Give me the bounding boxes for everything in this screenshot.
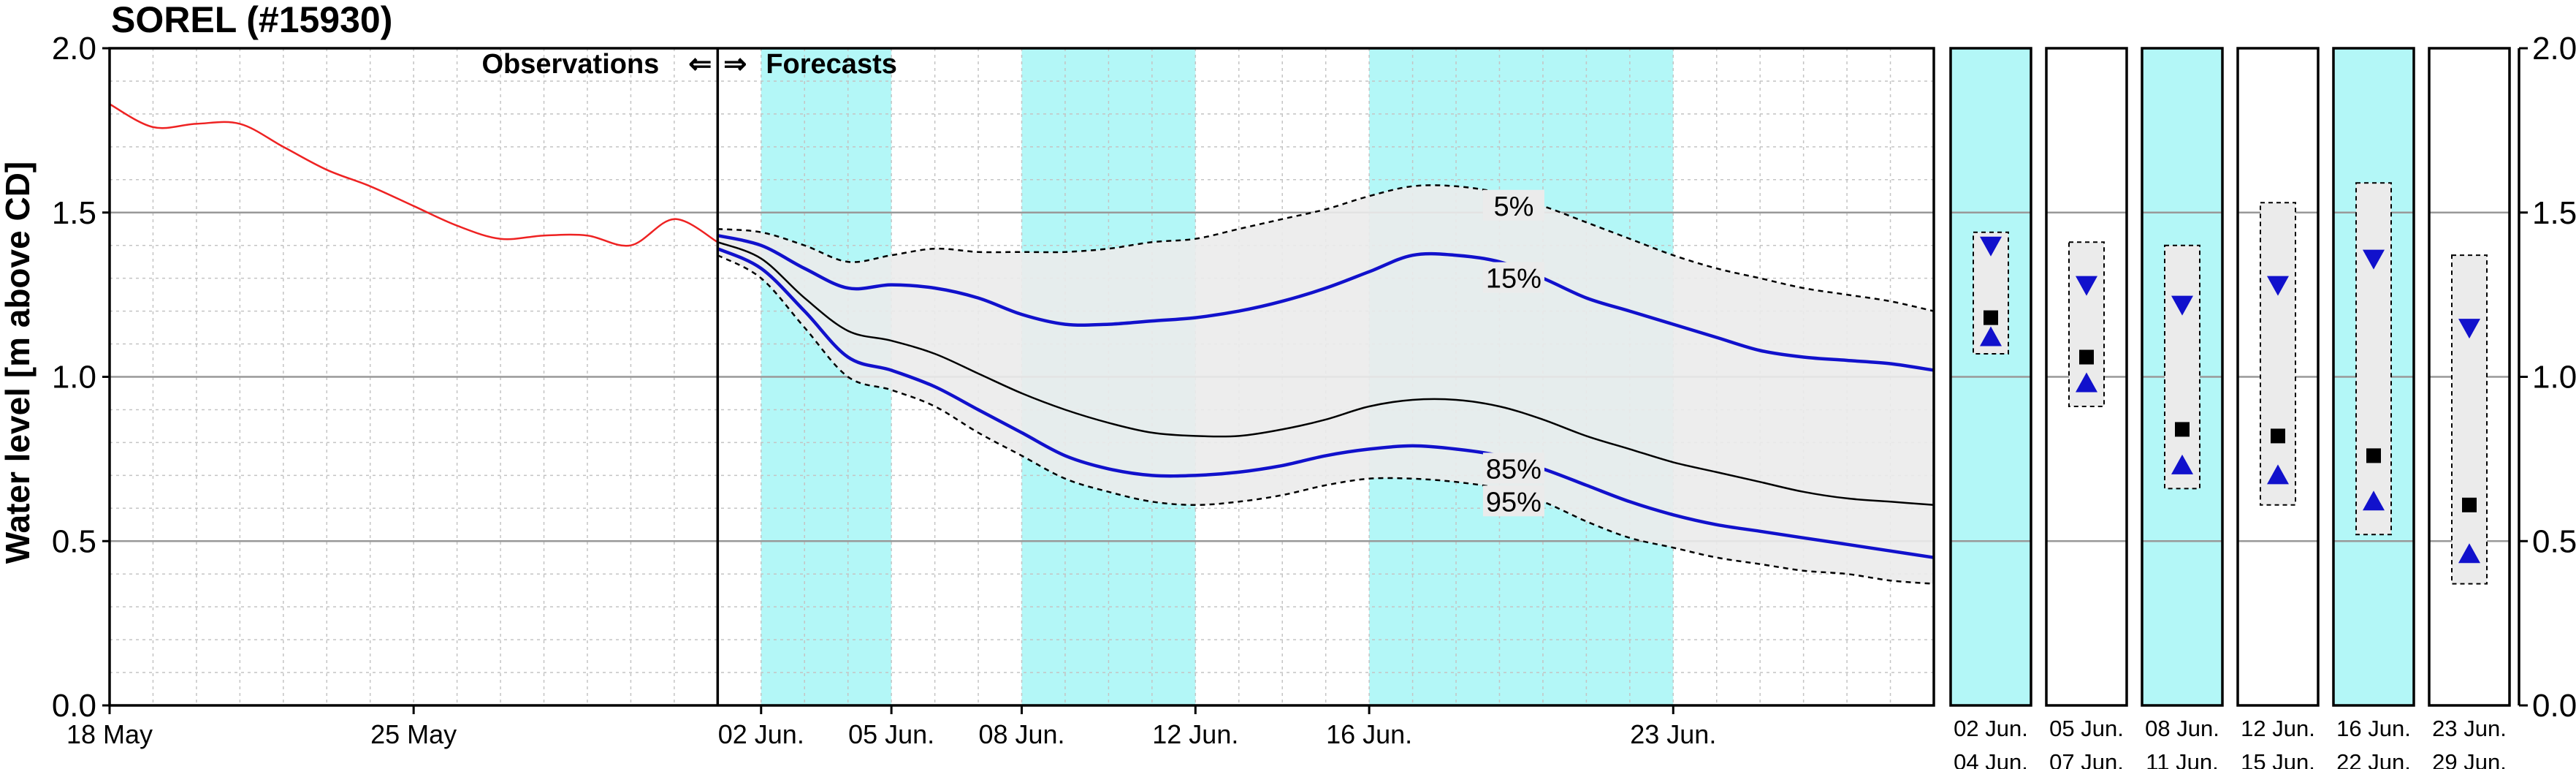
x-tick-label: 25 May <box>370 719 457 749</box>
right-y-tick-label: 1.5 <box>2532 195 2576 231</box>
percentile-label: 5% <box>1493 192 1533 222</box>
period-p15-marker <box>2363 249 2385 270</box>
period-range-box <box>2451 254 2488 585</box>
observations-label: Observations <box>481 49 659 80</box>
x-tick-label: 05 Jun. <box>848 719 934 749</box>
forecasts-label: Forecasts <box>766 49 897 80</box>
period-p85-marker <box>1980 326 2002 346</box>
x-tick-label: 08 Jun. <box>978 719 1064 749</box>
x-tick-label: 23 Jun. <box>1630 719 1716 749</box>
period-p15-marker <box>1980 236 2002 257</box>
period-label-end: 04 Jun. <box>1954 749 2028 769</box>
period-label-start: 12 Jun. <box>2241 716 2315 741</box>
period-p85-marker <box>2363 490 2385 511</box>
arrow-left: ⇐ <box>688 49 712 80</box>
median-line <box>717 241 1935 507</box>
right-axis: 0.0 0.5 1.0 1.5 2.0 <box>2518 31 2576 724</box>
percentile-label: 15% <box>1486 264 1542 295</box>
period-p15-marker <box>2458 319 2480 339</box>
observed-line <box>109 103 718 247</box>
uncertainty-band <box>717 185 1934 584</box>
period-panel: 12 Jun. 15 Jun. <box>2236 47 2320 769</box>
period-median-marker <box>2079 349 2094 365</box>
period-panel: 23 Jun. 29 Jun. <box>2428 47 2511 769</box>
y-tick-label: 1.5 <box>52 195 96 231</box>
percentile-label-bg <box>1482 485 1544 517</box>
period-panel: 02 Jun. 04 Jun. <box>1949 47 2032 769</box>
period-label-start: 08 Jun. <box>2145 716 2219 741</box>
period-median-marker <box>2175 422 2190 437</box>
period-label-start: 23 Jun. <box>2432 716 2507 741</box>
y-tick-label: 2.0 <box>52 31 96 67</box>
period-p85-marker <box>2267 464 2289 485</box>
period-label-start: 02 Jun. <box>1954 716 2028 741</box>
period-median-marker <box>2462 497 2477 512</box>
right-y-tick-label: 1.0 <box>2532 360 2576 395</box>
period-median-marker <box>2366 448 2381 463</box>
period-panel-frame <box>2045 47 2128 707</box>
period-range-box <box>2260 202 2296 506</box>
percentile-label-bg <box>1482 262 1544 293</box>
period-label-end: 07 Jun. <box>2049 749 2124 769</box>
period-panel-frame <box>2141 47 2224 707</box>
period-label-end: 22 Jun. <box>2336 749 2411 769</box>
right-y-tick-label: 2.0 <box>2532 31 2576 67</box>
x-tick-label: 18 May <box>66 719 153 749</box>
percentile-line-95pct <box>717 254 1935 585</box>
right-y-tick-label: 0.5 <box>2532 523 2576 559</box>
period-panel-frame <box>1949 47 2032 707</box>
chart-title: SOREL (#15930) <box>111 0 392 40</box>
period-panel-frame <box>2236 47 2320 707</box>
period-panel: 16 Jun. 22 Jun. <box>2332 47 2415 769</box>
period-label-end: 29 Jun. <box>2432 749 2507 769</box>
period-p15-marker <box>2171 295 2193 316</box>
y-tick-label: 1.0 <box>52 360 96 395</box>
y-tick-label: 0.5 <box>52 523 96 559</box>
percentile-line-85pct <box>717 247 1935 559</box>
period-panel-frame <box>2332 47 2415 707</box>
x-tick-label: 12 Jun. <box>1152 719 1238 749</box>
right-y-tick-label: 0.0 <box>2532 688 2576 724</box>
period-panel: 05 Jun. 07 Jun. <box>2045 47 2128 769</box>
period-panel-frame <box>2428 47 2511 707</box>
y-tick-label: 0.0 <box>52 688 96 724</box>
period-p85-marker <box>2076 372 2097 393</box>
period-p85-marker <box>2171 454 2193 474</box>
period-label-end: 11 Jun. <box>2146 749 2218 769</box>
percentile-line-15pct <box>717 234 1935 372</box>
period-label-start: 16 Jun. <box>2336 716 2411 741</box>
y-axis-label: Water level [m above CD] <box>0 162 37 564</box>
period-p15-marker <box>2267 276 2289 296</box>
percentile-line-5pct <box>717 184 1935 312</box>
x-tick-label: 02 Jun. <box>718 719 804 749</box>
period-range-box <box>2355 182 2392 536</box>
x-tick-label: 16 Jun. <box>1326 719 1412 749</box>
arrow-right: ⇒ <box>723 49 747 80</box>
percentile-label: 95% <box>1486 487 1542 518</box>
period-panels: 02 Jun. 04 Jun. 05 Jun. 07 Jun. 08 Jun. 11 Ju… <box>1949 47 2511 769</box>
period-median-marker <box>1984 310 1998 325</box>
period-label-end: 15 Jun. <box>2241 749 2315 769</box>
period-p15-marker <box>2076 276 2097 296</box>
period-median-marker <box>2271 428 2285 444</box>
main-plot: 5% 15% 85%95% Observations ⇐ ⇒ Forecasts 0.0 0.5… <box>52 31 1935 749</box>
period-label-start: 05 Jun. <box>2049 716 2124 741</box>
percentile-label-bg <box>1482 189 1544 221</box>
period-panel: 08 Jun. 11 Jun. <box>2141 47 2224 769</box>
percentile-label-bg <box>1482 452 1544 484</box>
period-p85-marker <box>2458 543 2480 564</box>
percentile-label: 85% <box>1486 454 1542 485</box>
period-range-box <box>2164 244 2200 490</box>
